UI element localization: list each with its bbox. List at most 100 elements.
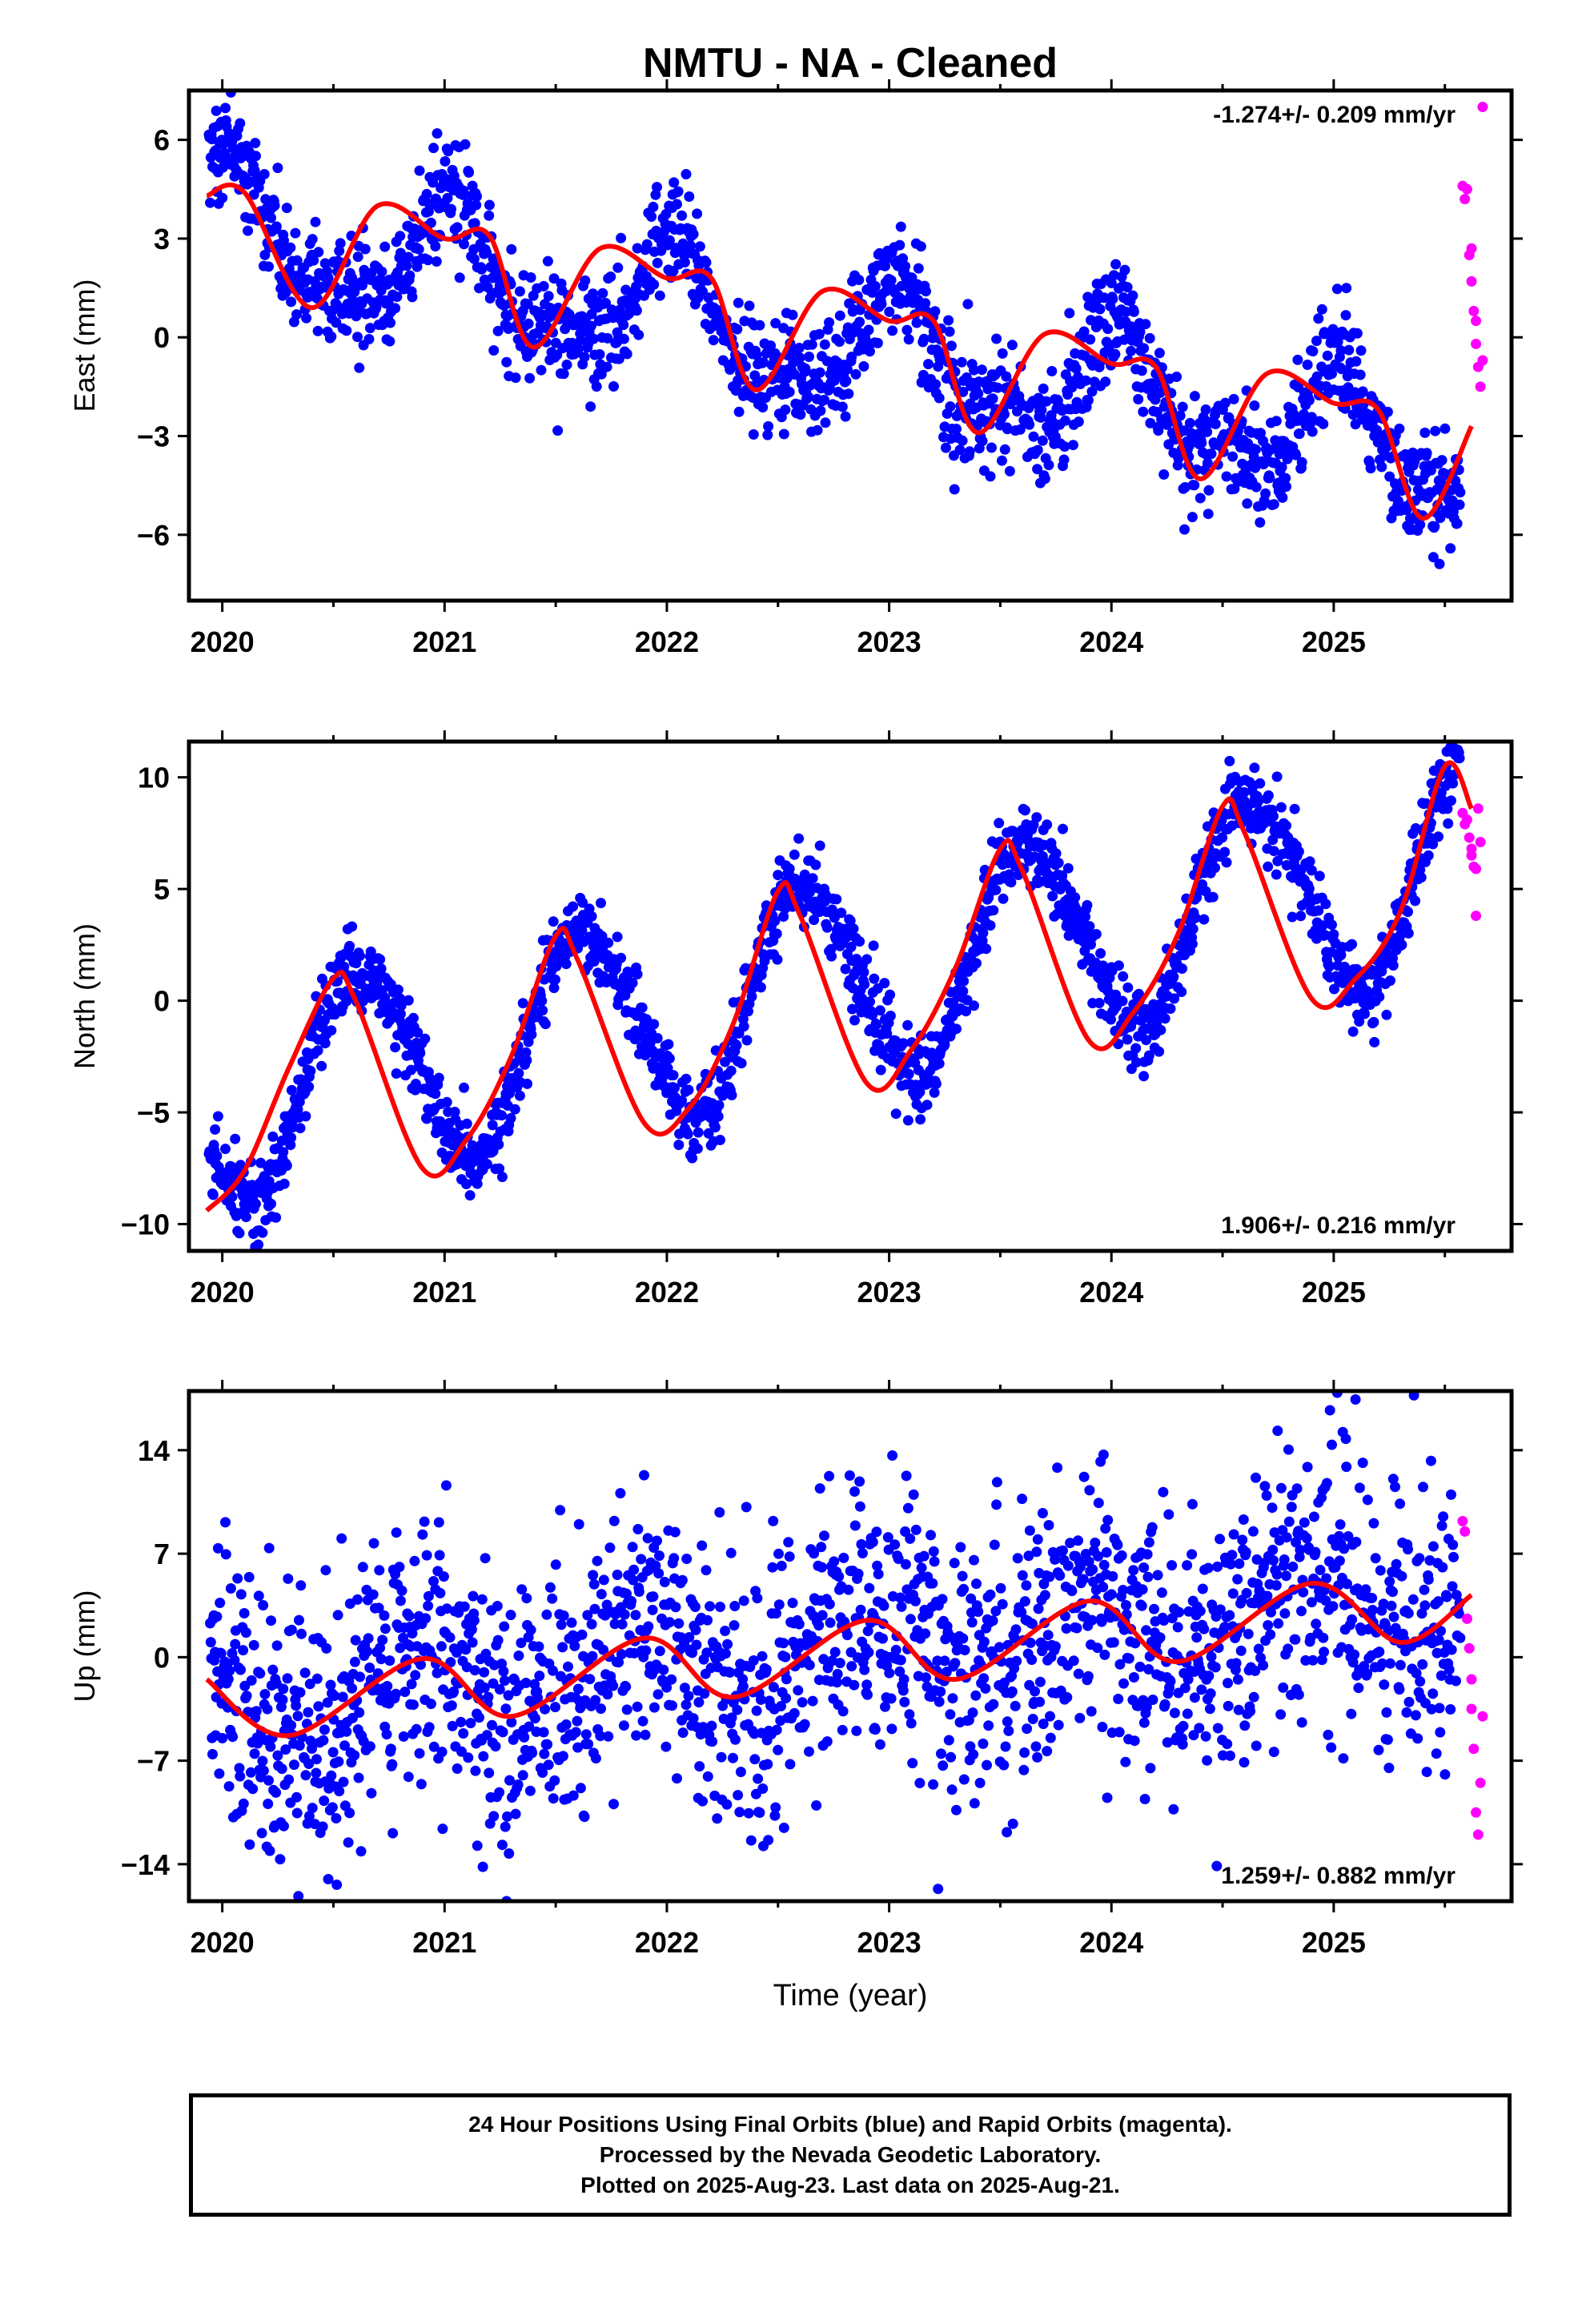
north-point bbox=[1031, 812, 1042, 823]
north-point bbox=[1058, 823, 1068, 834]
east-rapid-point bbox=[1477, 102, 1488, 113]
up-point bbox=[502, 1811, 512, 1822]
up-point bbox=[951, 1804, 962, 1815]
up-point bbox=[272, 1750, 283, 1761]
north-point bbox=[441, 1096, 452, 1108]
up-point bbox=[1007, 1818, 1018, 1829]
north-point bbox=[1446, 795, 1456, 806]
up-point bbox=[207, 1749, 218, 1759]
up-point bbox=[1006, 1686, 1018, 1697]
east-point bbox=[921, 286, 931, 297]
north-point bbox=[415, 1047, 426, 1059]
east-point bbox=[850, 368, 861, 380]
up-point bbox=[263, 1542, 275, 1554]
east-point bbox=[347, 272, 358, 283]
north-point bbox=[286, 1084, 297, 1096]
north-point bbox=[1186, 939, 1198, 950]
north-point bbox=[636, 1002, 648, 1013]
north-point bbox=[496, 1110, 508, 1121]
up-point bbox=[519, 1731, 530, 1743]
up-point bbox=[968, 1749, 979, 1760]
east-point bbox=[1242, 498, 1253, 509]
up-point bbox=[958, 1774, 970, 1785]
up-point bbox=[395, 1595, 406, 1606]
east-point bbox=[1136, 365, 1147, 376]
east-point bbox=[1435, 476, 1447, 488]
up-point bbox=[900, 1558, 911, 1570]
up-point bbox=[861, 1679, 873, 1691]
up-point bbox=[590, 1695, 601, 1706]
north-point bbox=[903, 1068, 914, 1080]
north-point bbox=[681, 1073, 692, 1084]
north-point bbox=[266, 1198, 276, 1209]
north-point bbox=[408, 1012, 419, 1023]
up-point bbox=[890, 1644, 901, 1655]
up-point bbox=[540, 1703, 551, 1715]
north-point bbox=[652, 1032, 663, 1043]
east-point bbox=[484, 210, 495, 221]
up-point bbox=[336, 1533, 347, 1544]
up-point bbox=[632, 1701, 643, 1712]
up-point bbox=[256, 1827, 267, 1839]
north-point bbox=[740, 963, 751, 974]
north-point bbox=[493, 1139, 504, 1150]
east-point bbox=[997, 455, 1007, 466]
up-point bbox=[771, 1608, 781, 1619]
up-point bbox=[259, 1689, 271, 1699]
up-point bbox=[303, 1759, 315, 1769]
east-point bbox=[385, 317, 396, 328]
east-point bbox=[918, 333, 930, 344]
east-point bbox=[510, 372, 521, 384]
up-point bbox=[295, 1687, 306, 1698]
up-point bbox=[604, 1542, 616, 1554]
north-point bbox=[677, 1095, 688, 1106]
up-point bbox=[322, 1697, 333, 1708]
up-point bbox=[679, 1683, 690, 1694]
north-point bbox=[1433, 831, 1443, 842]
up-point bbox=[263, 1799, 274, 1809]
up-point bbox=[319, 1795, 330, 1807]
up-point bbox=[991, 1477, 1002, 1488]
up-point bbox=[621, 1704, 632, 1715]
north-point bbox=[859, 979, 870, 990]
up-point bbox=[583, 1739, 594, 1750]
north-point bbox=[857, 993, 868, 1004]
east-point bbox=[819, 394, 829, 405]
north-point bbox=[713, 1111, 724, 1122]
up-point bbox=[337, 1691, 348, 1703]
up-point bbox=[550, 1559, 561, 1570]
north-point bbox=[1168, 971, 1179, 983]
east-point bbox=[403, 251, 414, 263]
north-point bbox=[1095, 948, 1106, 959]
up-point bbox=[971, 1578, 982, 1590]
east-point bbox=[648, 201, 659, 212]
up-point bbox=[543, 1759, 554, 1771]
north-point bbox=[810, 859, 821, 870]
east-point bbox=[425, 217, 436, 228]
east-point bbox=[1128, 306, 1139, 317]
north-point bbox=[755, 982, 766, 993]
up-point bbox=[277, 1695, 288, 1705]
up-point bbox=[1010, 1700, 1021, 1711]
east-point bbox=[1228, 393, 1239, 404]
east-point bbox=[708, 335, 719, 346]
up-point bbox=[1017, 1570, 1028, 1581]
east-point bbox=[758, 357, 769, 368]
up-point bbox=[460, 1644, 472, 1655]
north-point bbox=[514, 1090, 525, 1101]
east-point bbox=[243, 225, 254, 236]
east-point bbox=[652, 182, 662, 193]
east-point bbox=[1085, 334, 1096, 345]
east-point bbox=[458, 185, 469, 196]
up-point bbox=[468, 1615, 480, 1626]
up-point bbox=[837, 1724, 848, 1735]
east-point bbox=[1035, 412, 1046, 423]
up-point bbox=[691, 1639, 702, 1651]
up-point bbox=[476, 1594, 488, 1605]
east-point bbox=[762, 429, 773, 440]
up-point bbox=[990, 1606, 1002, 1617]
north-point bbox=[858, 967, 869, 978]
up-point bbox=[938, 1760, 949, 1771]
north-point bbox=[885, 989, 896, 1000]
